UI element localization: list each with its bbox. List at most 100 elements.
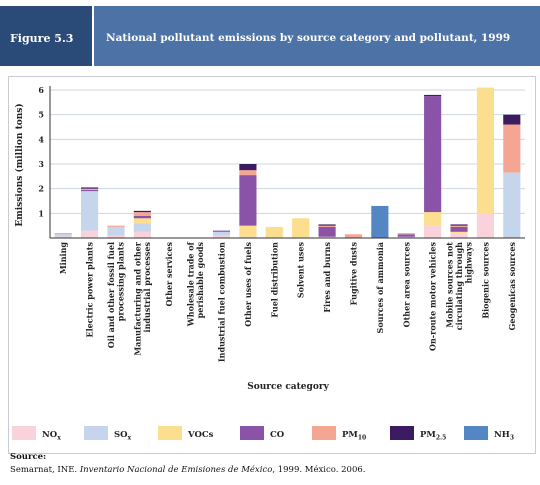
gridlines <box>50 89 525 214</box>
bar-segment <box>344 234 363 238</box>
bar-segment <box>265 226 283 238</box>
bar-segment <box>133 223 151 232</box>
y-tick-label: 3 <box>38 159 44 169</box>
bar-segment <box>54 233 72 235</box>
bar-segment <box>239 225 257 237</box>
bar-segment <box>107 226 125 236</box>
legend-swatch <box>240 426 264 440</box>
source-text-title: Inventario Nacional de Emisiones de Méxi… <box>79 465 273 475</box>
x-tick-label: Wholesale trade of <box>185 241 195 327</box>
y-tick-label: 4 <box>38 134 44 144</box>
source-text-pre: Semarnat, INE. <box>10 465 80 475</box>
bar-segment <box>292 218 310 238</box>
bar-segment <box>318 226 336 237</box>
x-tick-label: processing plants <box>116 242 126 322</box>
source-text-post: , 1999. México. 2006. <box>272 465 366 475</box>
legend-swatch <box>12 426 36 440</box>
bar-segment <box>424 96 442 213</box>
bar-segment <box>476 213 494 238</box>
bar-segment <box>107 225 125 227</box>
legend-swatch <box>312 426 336 440</box>
bar-segment <box>133 215 151 219</box>
x-tick-label: circulating through <box>454 242 464 330</box>
x-tick-label: Other area sources <box>401 242 411 328</box>
bar-segment <box>81 230 99 238</box>
x-tick-label: Biogenic sources <box>480 242 490 319</box>
bar-segment <box>81 189 99 192</box>
figure-label: Figure 5.3 <box>10 32 74 45</box>
x-tick-label: Industrial fuel combustion <box>217 242 227 362</box>
x-tick-label: Other uses of fuels <box>243 242 253 327</box>
bar-segment <box>476 87 494 214</box>
chart-title: National pollutant emissions by source c… <box>106 32 511 44</box>
bar-segment <box>81 188 99 190</box>
x-tick-label: Geogenicas sources <box>507 242 517 331</box>
x-tick-label: Oil and other fossil fuel <box>106 242 116 348</box>
bar-segment <box>397 234 415 237</box>
bar-segment <box>133 231 151 238</box>
legend: NOx SOx VOCs CO PM10 PM2.5 NH3 <box>12 424 532 446</box>
bar-segment <box>450 224 468 226</box>
bar-segment <box>450 226 468 232</box>
y-axis-title: Emissions (million tons) <box>14 103 25 226</box>
x-tick-label: Solvent uses <box>296 242 306 299</box>
x-tick-label: On-route motor vehicles <box>428 242 438 351</box>
x-tick-label: Sources of ammonia <box>375 242 385 333</box>
x-tick-label: industrial processes <box>142 242 152 333</box>
figure-header: Figure 5.3 National pollutant emissions … <box>0 0 540 70</box>
x-tick-label: Electric power plants <box>85 242 95 338</box>
bar-segment <box>133 212 151 216</box>
x-tick-label: highways <box>464 242 474 284</box>
bar-segment <box>397 233 415 235</box>
bar-segment <box>371 205 389 238</box>
legend-swatch <box>390 426 414 440</box>
bar-segment <box>318 236 336 238</box>
bar-segment <box>239 164 257 171</box>
bar-segment <box>424 212 442 226</box>
bar-segment <box>239 170 257 176</box>
x-tick-label: Other services <box>164 242 174 307</box>
bar-segment <box>107 235 125 238</box>
bar-segment <box>424 225 442 238</box>
bar-segment <box>212 231 231 236</box>
bar-segment <box>503 124 521 173</box>
legend-label: PM2.5 <box>420 430 447 442</box>
y-tick-label: 5 <box>38 110 44 120</box>
y-tick-label: 6 <box>38 85 44 95</box>
y-tick-label: 2 <box>38 184 44 194</box>
legend-label: PM10 <box>342 430 367 442</box>
bar-segment <box>503 172 521 238</box>
bar-segment <box>239 175 257 226</box>
figure-number-box: Figure 5.3 <box>0 6 92 66</box>
bar-segment <box>397 236 415 238</box>
x-tick-label: Fuel distribution <box>269 242 279 318</box>
legend-label: NOx <box>42 430 61 442</box>
bars <box>54 87 521 238</box>
legend-swatch <box>464 426 488 440</box>
x-tick-label: perishable goods <box>195 242 205 319</box>
legend-swatch <box>158 426 182 440</box>
bar-segment <box>450 225 468 227</box>
bar-segment <box>450 233 468 238</box>
bar-segment <box>133 218 151 224</box>
source-note: Source: Semarnat, INE. Inventario Nacion… <box>10 452 365 475</box>
x-axis-title: Source category <box>247 382 329 392</box>
bar-segment <box>54 236 72 238</box>
legend-label: NH3 <box>494 430 514 442</box>
bar-segment <box>133 210 151 213</box>
bar-segment <box>318 225 336 227</box>
bar-segment <box>450 231 468 234</box>
legend-label: CO <box>270 430 285 440</box>
bar-segment <box>318 224 336 226</box>
stacked-bar-chart: 1 2 3 4 5 6 Mining Electric power plants Oil and… <box>14 85 525 392</box>
legend-label: SOx <box>114 430 132 442</box>
bar-segment <box>503 114 521 125</box>
axes: 1 2 3 4 5 6 Mining Electric power plants Oil and… <box>38 85 525 362</box>
title-box: National pollutant emissions by source c… <box>94 6 540 66</box>
bar-segment <box>212 235 231 238</box>
x-tick-label: Fires and burns <box>322 242 332 313</box>
legend-label: VOCs <box>188 430 214 440</box>
x-tick-label: Mining <box>58 242 68 275</box>
bar-segment <box>54 234 72 237</box>
x-tick-label: Fugitive dusts <box>348 242 358 306</box>
